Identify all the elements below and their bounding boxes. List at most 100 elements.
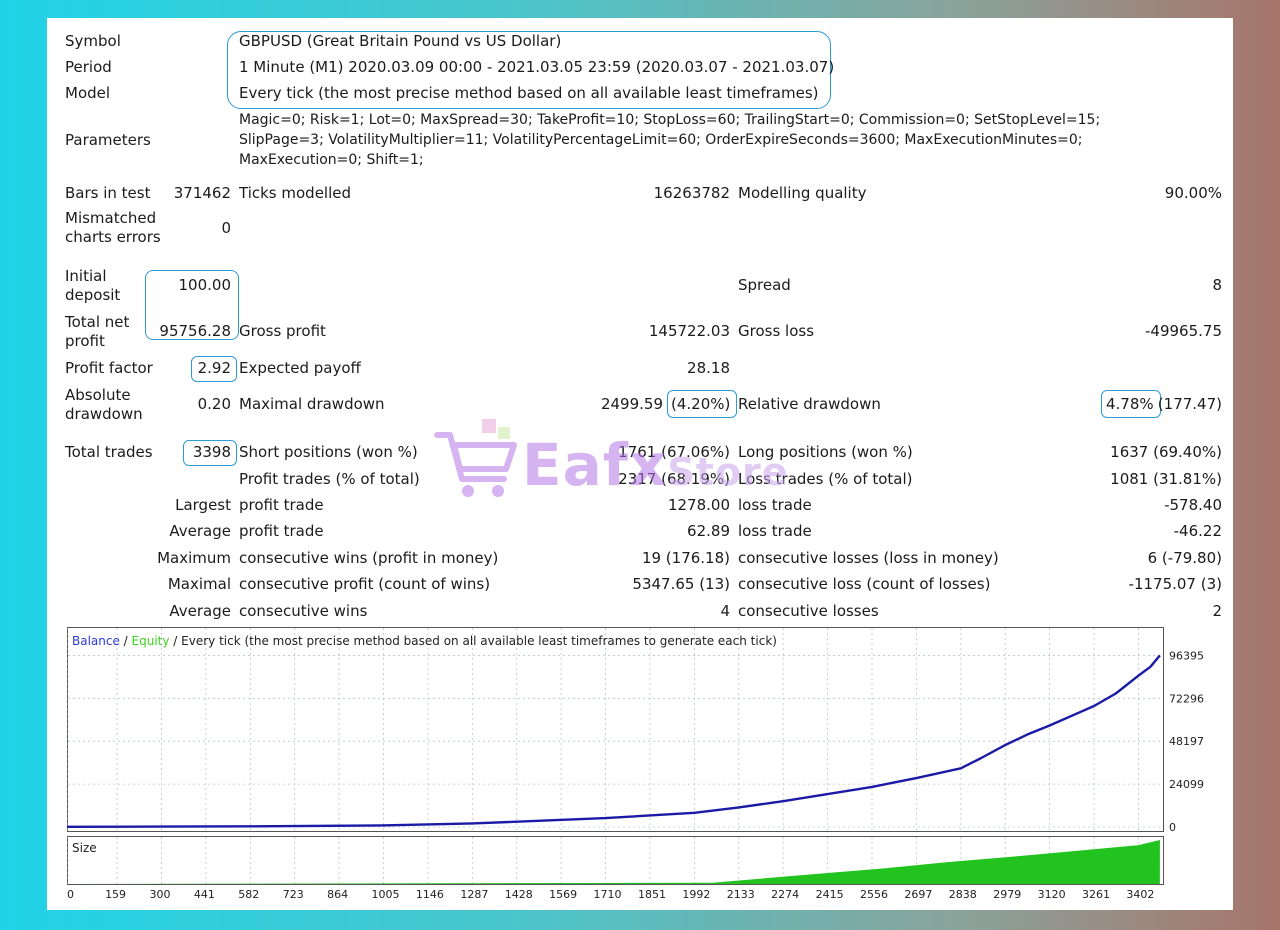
profit-trades-value: 2317 (68.19%) <box>618 470 730 488</box>
x-tick-label: 1287 <box>460 888 489 901</box>
size-chart <box>67 836 1164 885</box>
y-tick-label: 24099 <box>1169 778 1204 791</box>
row-prefix: Largest <box>175 496 231 514</box>
spread-value: 8 <box>1212 276 1222 294</box>
legend-equity: Equity <box>131 634 170 648</box>
row-profit-value: 5347.65 (13) <box>632 575 730 593</box>
x-tick-label: 864 <box>327 888 349 901</box>
row-loss-value: 6 (-79.80) <box>1147 549 1222 567</box>
chart-frame <box>67 627 1164 832</box>
x-tick-label: 300 <box>149 888 171 901</box>
x-tick-label: 2697 <box>904 888 933 901</box>
y-tick-label: 72296 <box>1169 692 1204 705</box>
row-loss-label: loss trade <box>738 496 812 514</box>
pf-highlight <box>191 356 237 382</box>
x-tick-label: 2838 <box>948 888 977 901</box>
reldd-pct: 4.78% <box>1106 395 1154 413</box>
row-profit-label: profit trade <box>239 522 324 540</box>
long-label: Long positions (won %) <box>738 443 913 461</box>
maxdd-label: Maximal drawdown <box>239 395 385 413</box>
row-prefix: Maximum <box>157 549 231 567</box>
long-value: 1637 (69.40%) <box>1110 443 1222 461</box>
row-loss-label: consecutive losses (loss in money) <box>738 549 999 567</box>
x-tick-label: 1146 <box>415 888 444 901</box>
payoff-value: 28.18 <box>687 359 730 377</box>
reldd-pct-highlight <box>1101 390 1161 418</box>
size-label: Size <box>72 841 97 855</box>
mismatch-label: Mismatched charts errors <box>65 209 161 246</box>
y-tick-label: 96395 <box>1169 649 1204 662</box>
x-tick-label: 1710 <box>593 888 622 901</box>
grossprofit-value: 145722.03 <box>648 322 730 340</box>
model-value: Every tick (the most precise method base… <box>239 84 819 102</box>
x-tick-label: 3261 <box>1082 888 1111 901</box>
row-loss-value: 2 <box>1212 602 1222 620</box>
grossprofit-label: Gross profit <box>239 322 326 340</box>
row-profit-label: profit trade <box>239 496 324 514</box>
reldd-value: (177.47) <box>1157 395 1222 413</box>
row-loss-label: consecutive loss (count of losses) <box>738 575 991 593</box>
row-profit-value: 19 (176.18) <box>641 549 730 567</box>
row-prefix: Maximal <box>167 575 231 593</box>
x-tick-label: 3402 <box>1126 888 1155 901</box>
bars-label: Bars in test <box>65 184 151 202</box>
parameters-line-2: SlipPage=3; VolatilityMultiplier=11; Vol… <box>239 132 1083 148</box>
pf-value: 2.92 <box>197 359 231 377</box>
x-tick-label: 441 <box>193 888 215 901</box>
x-tick-label: 0 <box>67 888 74 901</box>
netprofit-value: 95756.28 <box>159 322 231 340</box>
balance-chart: 96395 72296 48197 24099 0 <box>67 627 1204 834</box>
y-tick-label: 48197 <box>1169 735 1204 748</box>
parameters-label: Parameters <box>65 131 151 149</box>
backtest-report: Symbol GBPUSD (Great Britain Pound vs US… <box>47 18 1233 910</box>
short-value: 1761 (67.06%) <box>618 443 730 461</box>
header-highlight <box>227 31 831 109</box>
x-tick-label: 582 <box>238 888 260 901</box>
row-profit-label: consecutive wins <box>239 602 368 620</box>
deposit-label: Initial deposit <box>65 267 121 304</box>
x-tick-label: 1851 <box>637 888 666 901</box>
legend-description: / Every tick (the most precise method ba… <box>169 634 777 648</box>
x-tick-label: 1005 <box>371 888 400 901</box>
profit-trades-label: Profit trades (% of total) <box>239 470 420 488</box>
period-value: 1 Minute (M1) 2020.03.09 00:00 - 2021.03… <box>239 58 835 76</box>
absdd-value: 0.20 <box>197 395 231 413</box>
mismatch-value: 0 <box>221 219 231 237</box>
y-tick-label: 0 <box>1169 821 1176 834</box>
x-tick-label: 159 <box>105 888 127 901</box>
watermark-main: Eafx <box>522 431 668 499</box>
row-profit-label: consecutive wins (profit in money) <box>239 549 499 567</box>
quality-value: 90.00% <box>1164 184 1222 202</box>
row-loss-value: -46.22 <box>1173 522 1222 540</box>
loss-trades-label: Loss trades (% of total) <box>738 470 913 488</box>
balance-line <box>67 654 1161 829</box>
trades-highlight <box>183 440 237 466</box>
ticks-label: Ticks modelled <box>239 184 352 202</box>
netprofit-label: Total net profit <box>65 313 130 350</box>
grossloss-label: Gross loss <box>738 322 815 340</box>
x-tick-label: 2274 <box>771 888 800 901</box>
short-label: Short positions (won %) <box>239 443 418 461</box>
row-prefix: Average <box>169 602 231 620</box>
maxdd-pct: (4.20%) <box>671 395 731 413</box>
symbol-value: GBPUSD (Great Britain Pound vs US Dollar… <box>239 32 562 50</box>
row-loss-value: -1175.07 (3) <box>1128 575 1222 593</box>
spread-label: Spread <box>738 276 791 294</box>
maxdd-value: 2499.59 <box>600 395 663 413</box>
deposit-value: 100.00 <box>178 276 232 294</box>
row-loss-label: loss trade <box>738 522 812 540</box>
pf-label: Profit factor <box>65 359 153 377</box>
loss-trades-value: 1081 (31.81%) <box>1110 470 1222 488</box>
size-area <box>67 840 1160 884</box>
bars-value: 371462 <box>173 184 231 202</box>
legend-balance: Balance <box>72 634 120 648</box>
quality-label: Modelling quality <box>738 184 867 202</box>
x-tick-label: 2133 <box>726 888 755 901</box>
row-profit-label: consecutive profit (count of wins) <box>239 575 491 593</box>
row-profit-value: 4 <box>720 602 730 620</box>
x-tick-label: 1428 <box>504 888 533 901</box>
x-tick-label: 2979 <box>993 888 1022 901</box>
maxdd-pct-highlight <box>667 390 737 418</box>
absdd-label: Absolute drawdown <box>65 386 143 423</box>
shopping-cart-icon <box>434 419 517 497</box>
